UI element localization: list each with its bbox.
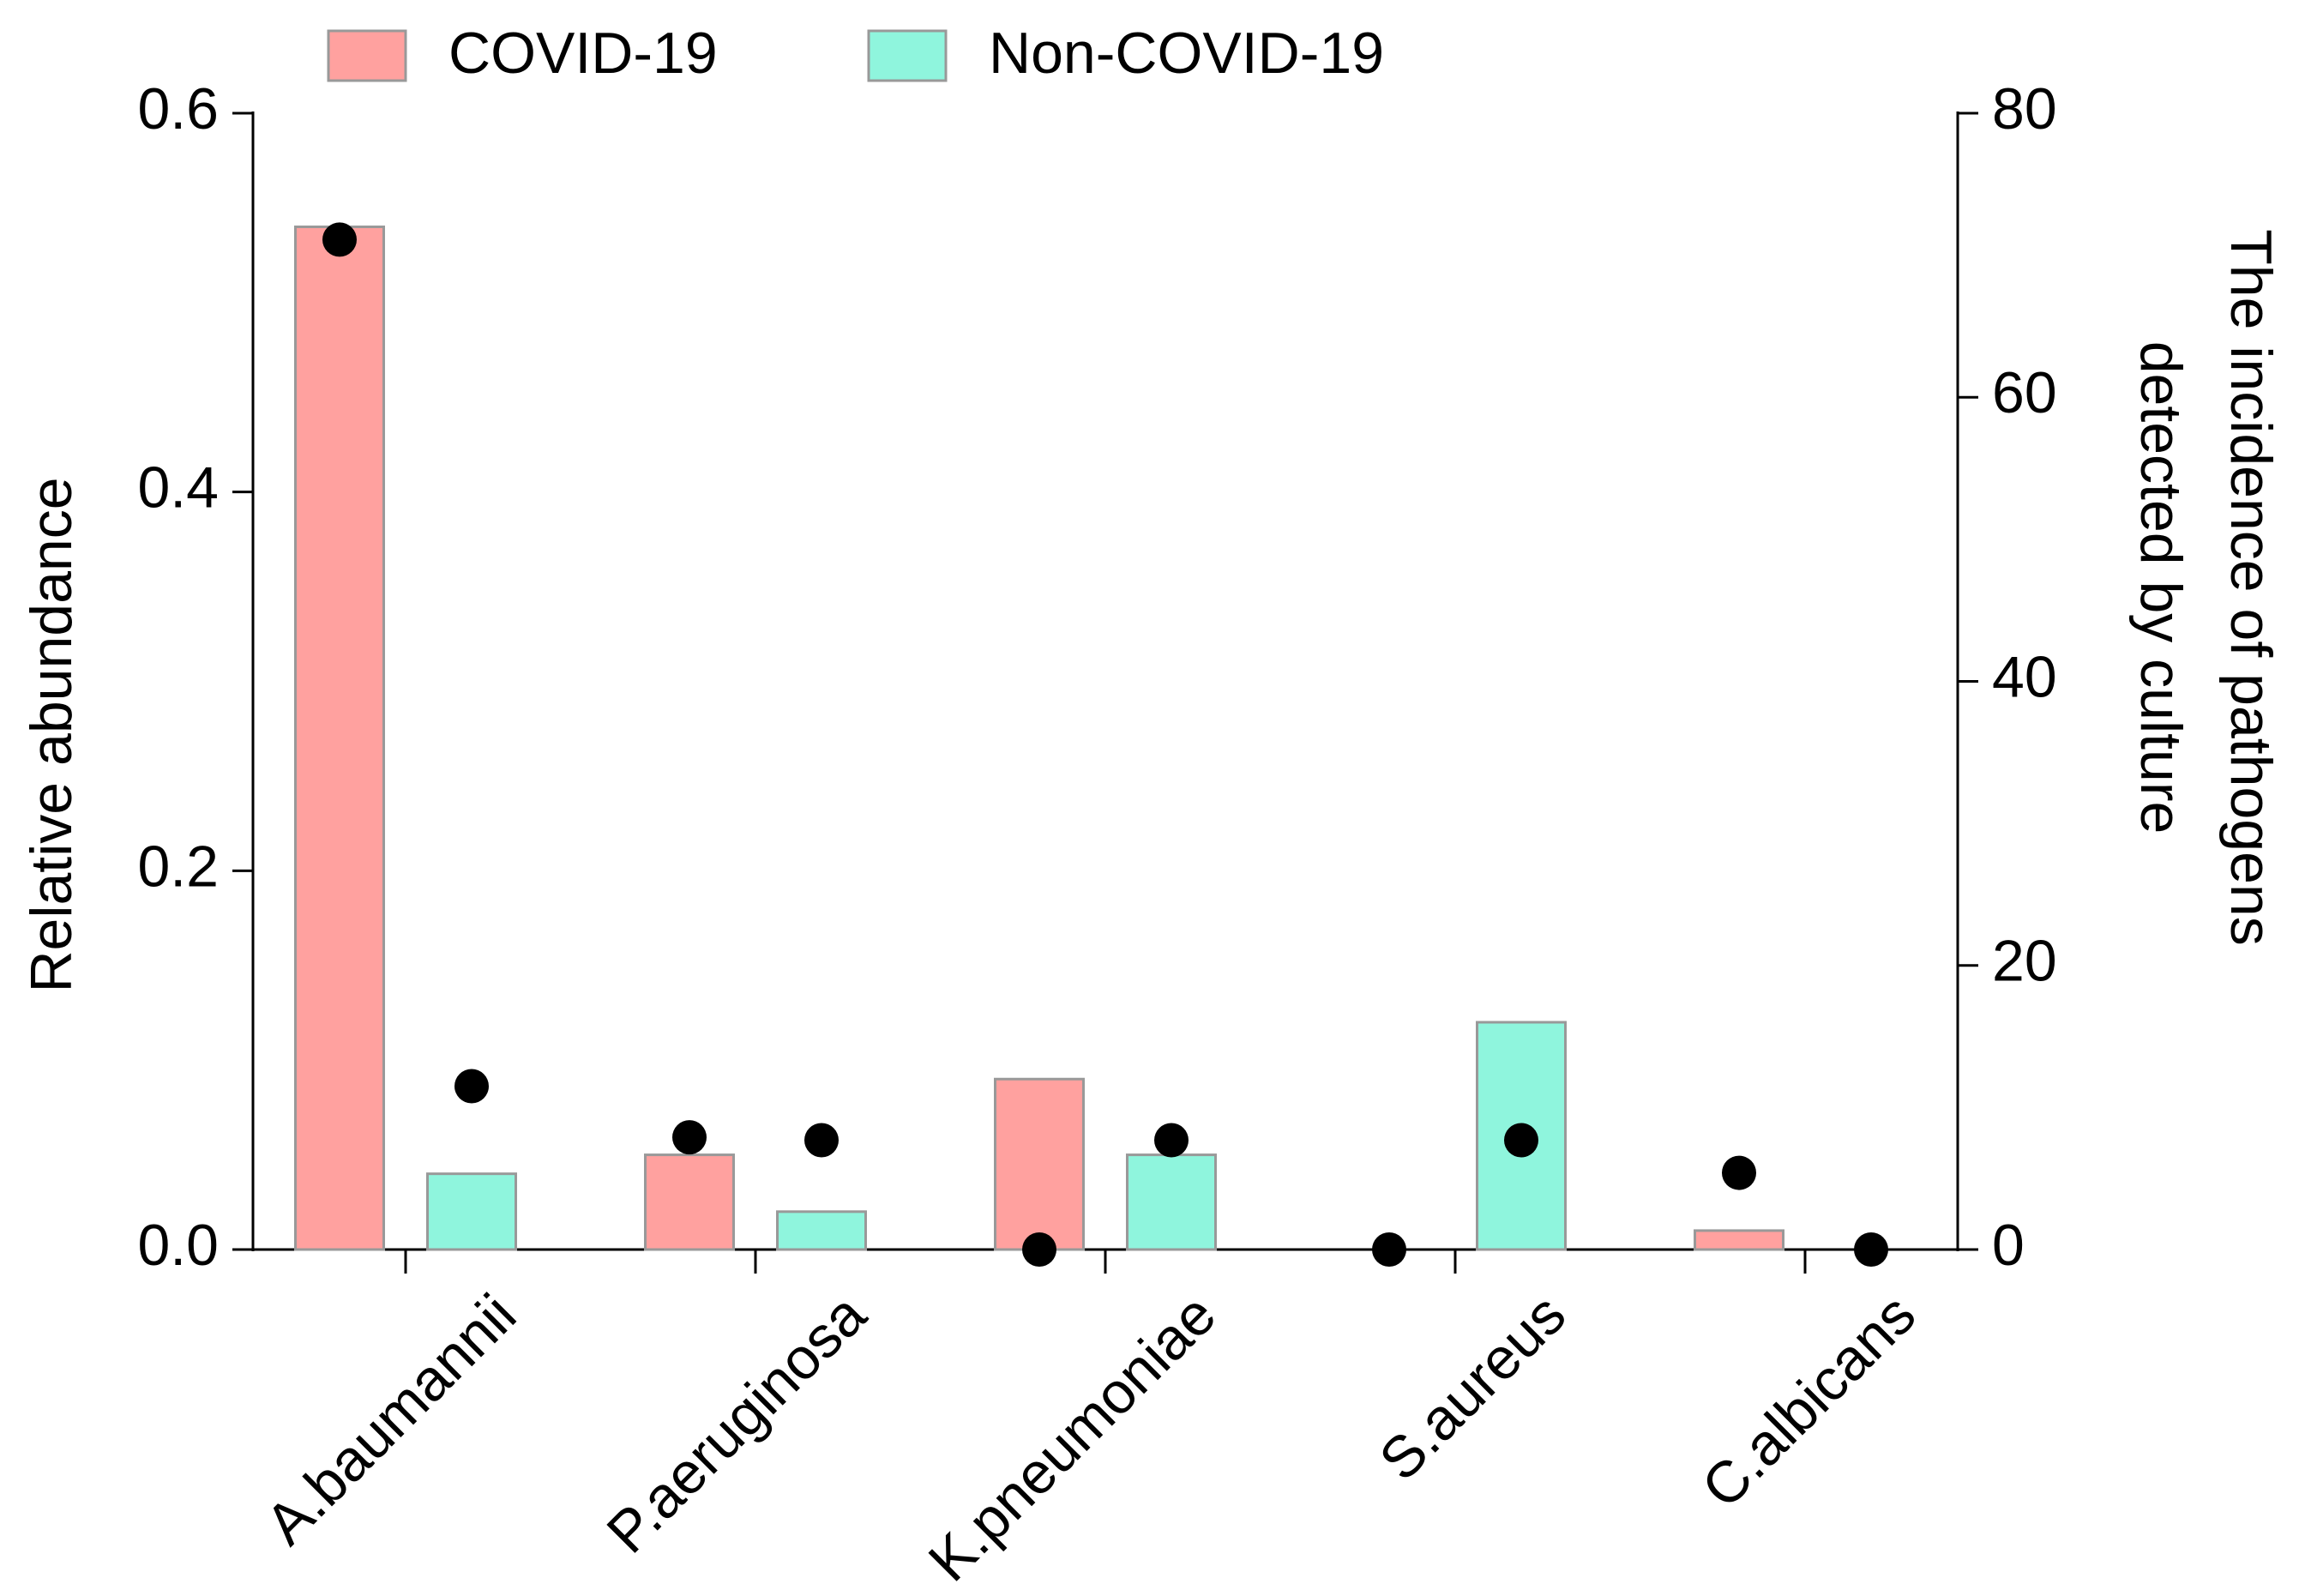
dot bbox=[1372, 1232, 1406, 1267]
x-tick-label: S.aureus bbox=[1367, 1282, 1578, 1493]
legend-swatch bbox=[327, 29, 407, 82]
dot bbox=[454, 1069, 489, 1104]
y2-tick-label: 0 bbox=[1992, 1213, 2025, 1278]
y2-tick-label: 80 bbox=[1992, 76, 2057, 142]
dot bbox=[1854, 1232, 1888, 1267]
bar bbox=[294, 226, 385, 1251]
y-tick-label: 0.0 bbox=[137, 1213, 219, 1278]
x-tick-label: C.albicans bbox=[1689, 1282, 1928, 1521]
y-tick-label: 0.2 bbox=[137, 834, 219, 899]
bar bbox=[426, 1172, 517, 1251]
x-tick-label: K.pneumoniae bbox=[916, 1282, 1228, 1594]
y-tick-label: 0.6 bbox=[137, 76, 219, 142]
dot bbox=[1722, 1155, 1756, 1190]
y2-axis-title: detected by culture bbox=[2128, 341, 2194, 834]
x-tick-label: A.baumannii bbox=[253, 1282, 528, 1557]
legend-label: Non-COVID-19 bbox=[989, 21, 1384, 86]
y2-axis-title: The incidence of pathogens bbox=[2218, 229, 2284, 946]
x-tick-label: P.aeruginosa bbox=[594, 1281, 878, 1565]
dot bbox=[1022, 1232, 1056, 1267]
y2-tick-label: 40 bbox=[1992, 644, 2057, 709]
bar bbox=[1694, 1229, 1784, 1251]
y-tick-label: 0.4 bbox=[137, 455, 219, 521]
legend-swatch bbox=[867, 29, 948, 82]
dot bbox=[322, 222, 357, 257]
legend-label: COVID-19 bbox=[448, 21, 718, 86]
y2-tick-label: 20 bbox=[1992, 929, 2057, 994]
bar bbox=[994, 1077, 1085, 1251]
y2-tick-label: 60 bbox=[1992, 360, 2057, 425]
bar bbox=[644, 1153, 735, 1251]
dot bbox=[672, 1120, 707, 1155]
bar bbox=[1126, 1153, 1217, 1251]
dot bbox=[804, 1123, 839, 1158]
y-axis-title: Relative abundance bbox=[19, 477, 84, 992]
bar bbox=[776, 1210, 867, 1251]
dot bbox=[1154, 1123, 1189, 1158]
dot bbox=[1504, 1123, 1538, 1158]
